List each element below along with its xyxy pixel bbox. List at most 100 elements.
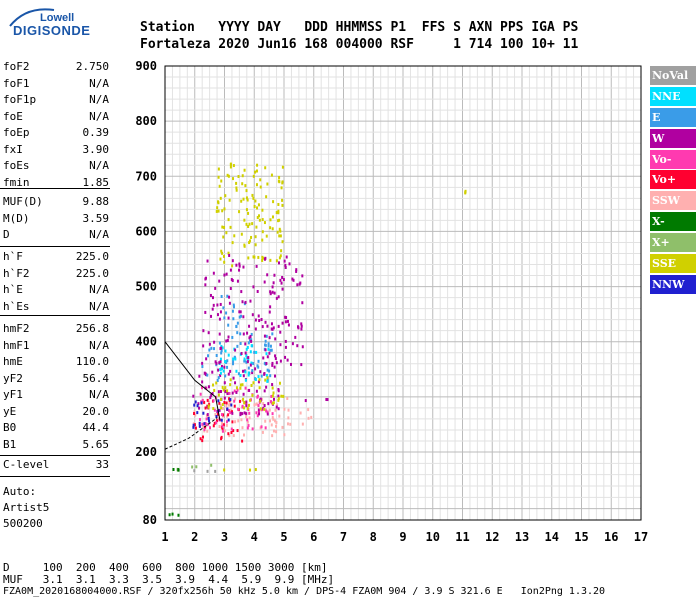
legend-item: X- (650, 212, 696, 232)
scatter-point (255, 264, 258, 268)
scatter-point (207, 405, 210, 409)
scatter-point (232, 317, 235, 321)
x-tick-label: 2 (191, 530, 198, 544)
scatter-point (230, 403, 233, 407)
x-tick-label: 15 (574, 530, 588, 544)
scatter-point (215, 361, 218, 365)
scatter-point (281, 240, 284, 244)
scatter-point (266, 368, 269, 372)
scatter-point (240, 232, 243, 236)
scatter-point (281, 425, 284, 429)
scatter-point (273, 419, 276, 423)
scatter-point (211, 392, 214, 396)
scatter-point (227, 251, 230, 255)
scatter-point (233, 234, 236, 238)
scatter-point (229, 408, 232, 412)
param-row: foF2 2.750 (3, 60, 109, 76)
logo-brand-name: Lowell (40, 12, 75, 24)
scatter-point (224, 349, 227, 353)
scatter-point (255, 225, 258, 229)
scatter-point (261, 258, 264, 262)
param-row: h`E N/A (3, 283, 109, 299)
scatter-point (240, 351, 243, 355)
scatter-point (228, 295, 231, 299)
scatter-point (241, 174, 244, 178)
legend: NoVal NNE E W Vo- Vo+ SSW X- X+ SSE NNW (650, 66, 696, 296)
param-name: foEs (3, 159, 30, 172)
scatter-point (229, 369, 232, 373)
scatter-point (238, 399, 241, 403)
param-name: yF2 (3, 371, 23, 385)
scatter-point (201, 435, 204, 439)
scatter-point (281, 165, 284, 169)
scatter-point (225, 401, 228, 405)
scatter-point (278, 175, 281, 179)
scatter-cluster (304, 397, 329, 403)
muf-row: MUF 3.1 3.1 3.3 3.5 3.9 4.4 5.9 9.9 [MHz… (3, 573, 335, 586)
param-value: 1.85 (82, 175, 110, 189)
clevel-value: 33 (95, 458, 109, 471)
scatter-point (222, 254, 225, 258)
scatter-point (246, 420, 249, 424)
scatter-point (271, 386, 274, 390)
param-value: 110.0 (75, 355, 109, 368)
scatter-point (279, 359, 282, 363)
scatter-point (257, 408, 260, 412)
param-row: hmF2 256.8 (3, 322, 109, 338)
scatter-point (266, 273, 269, 277)
scatter-cluster (168, 512, 180, 517)
scatter-point (273, 374, 276, 378)
scatter-point (222, 423, 225, 427)
scatter-point (231, 241, 234, 245)
scatter-point (251, 193, 254, 197)
scatter-point (291, 342, 294, 346)
scatter-point (278, 227, 281, 231)
scatter-point (279, 254, 282, 258)
scatter-point (214, 286, 217, 290)
scatter-point (238, 262, 241, 266)
scatter-point (295, 269, 298, 273)
scatter-point (261, 230, 264, 234)
scatter-point (208, 419, 211, 423)
scatter-point (205, 373, 208, 377)
param-name: hmF1 (3, 338, 30, 352)
scatter-point (304, 399, 307, 403)
scatter-point (271, 361, 274, 365)
scatter-point (227, 353, 230, 357)
scatter-point (284, 315, 287, 319)
scatter-point (219, 347, 222, 351)
scatter-point (177, 468, 180, 472)
scatter-point (214, 469, 217, 473)
scatter-point (261, 218, 264, 222)
scatter-point (218, 332, 221, 336)
scatter-point (234, 420, 237, 424)
scatter-point (199, 392, 202, 396)
scatter-point (193, 410, 196, 414)
scatter-point (252, 362, 255, 366)
scatter-point (275, 296, 278, 300)
scatter-point (242, 197, 245, 201)
scatter-point (274, 357, 277, 361)
scatter-point (241, 383, 244, 387)
scatter-point (264, 339, 267, 343)
scatter-point (299, 411, 302, 415)
scatter-point (271, 412, 274, 416)
scatter-point (203, 400, 206, 404)
param-name: B1 (3, 437, 17, 451)
scatter-point (250, 383, 253, 387)
scatter-point (201, 422, 204, 426)
scatter-point (223, 381, 226, 385)
x-tick-label: 3 (221, 530, 228, 544)
scatter-point (272, 429, 275, 433)
legend-item: SSE (650, 254, 696, 274)
scatter-point (220, 294, 223, 298)
scatter-point (224, 194, 227, 198)
param-value: N/A (89, 388, 109, 401)
param-name: yE (3, 404, 17, 418)
scatter-point (287, 323, 290, 327)
scatter-point (243, 218, 246, 222)
scatter-point (216, 410, 219, 414)
scatter-point (251, 313, 254, 317)
scatter-point (264, 348, 267, 352)
param-value: N/A (89, 159, 109, 172)
